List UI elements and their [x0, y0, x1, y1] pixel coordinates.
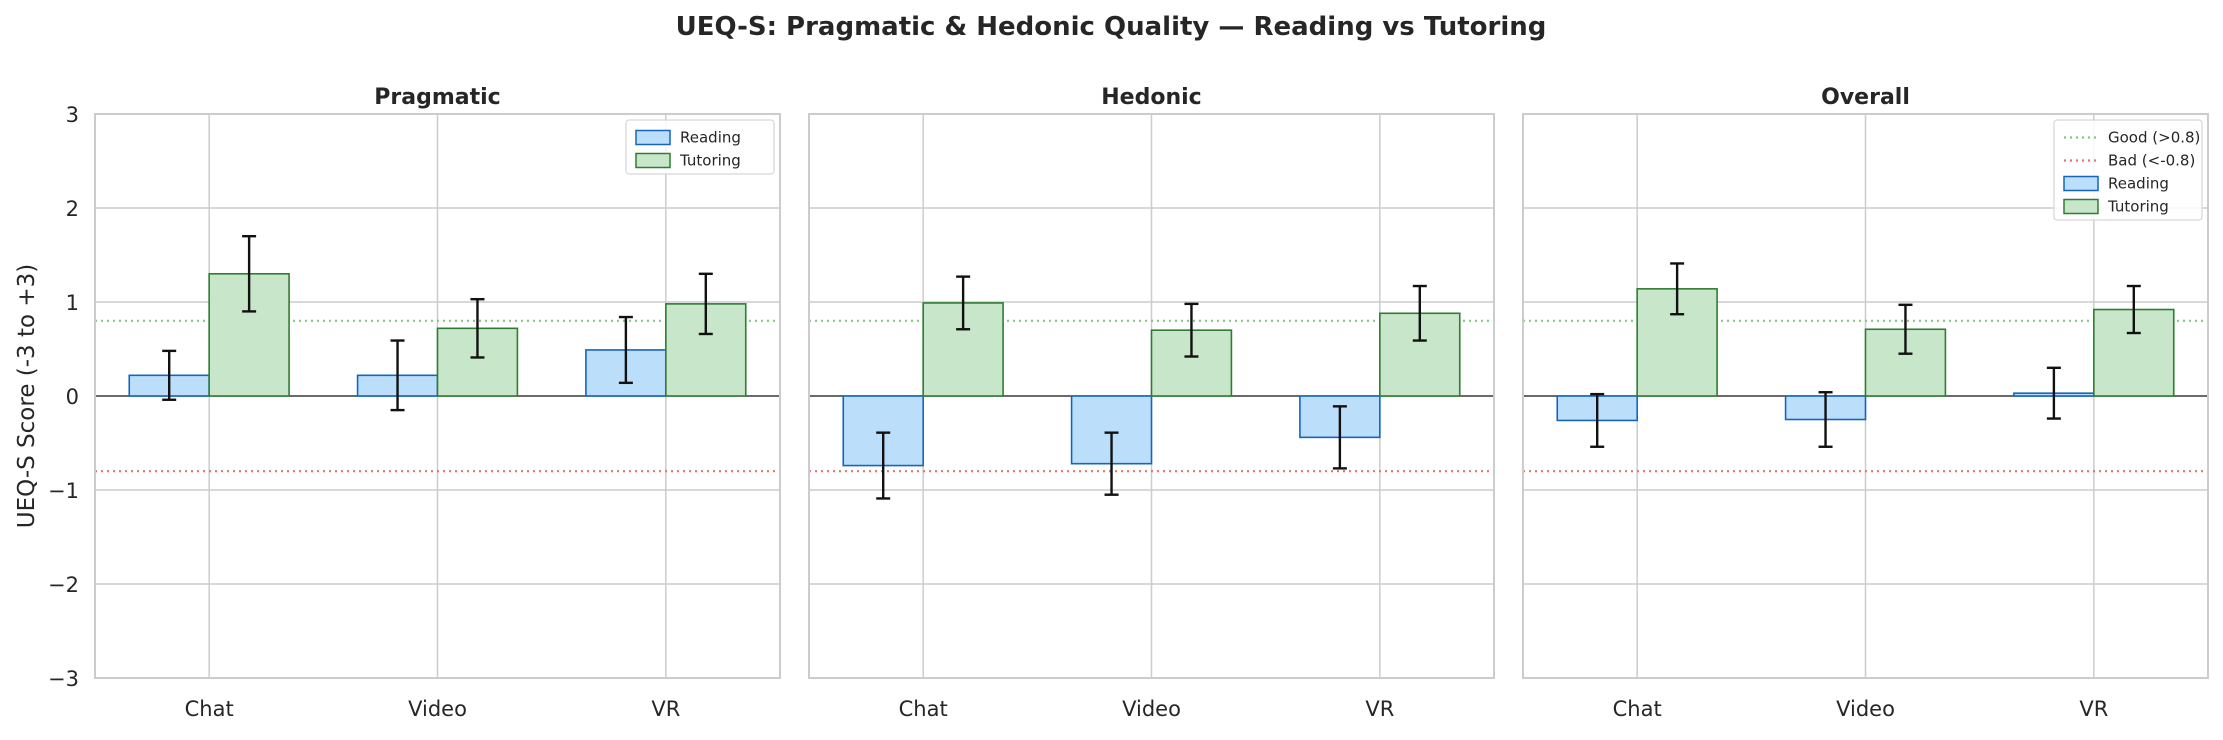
legend-label: Reading	[2108, 175, 2169, 193]
x-tick-label: Video	[1836, 697, 1895, 721]
panel-hedonic: Hedonic Chat Video VR	[808, 85, 1495, 721]
legend-tutoring-swatch	[635, 152, 671, 169]
error-bar-tutoring-video	[1898, 303, 1913, 355]
error-bar-tutoring-vr	[2126, 284, 2141, 335]
legend-reading-swatch	[635, 129, 671, 146]
axes-frame	[94, 113, 781, 679]
error-bar-reading-vr	[618, 315, 633, 385]
figure-title: UEQ-S: Pragmatic & Hedonic Quality — Rea…	[676, 12, 1547, 42]
legend-label: Tutoring	[679, 152, 741, 170]
axes-frame	[1522, 113, 2209, 679]
error-bar-reading-chat	[1590, 392, 1605, 448]
panel-title: Overall	[1821, 85, 1910, 110]
error-bar-reading-video	[1104, 431, 1119, 496]
y-tick-label: −1	[48, 479, 79, 503]
error-bar-reading-video	[1818, 391, 1833, 448]
y-tick-label: 1	[66, 291, 79, 315]
x-tick-label: VR	[2079, 697, 2108, 721]
panel-overall: Overall Chat Video VR Good (>0.8) Bad (<-0.8)…	[1522, 85, 2209, 721]
legend: Good (>0.8) Bad (<-0.8) Reading Tutoring	[2053, 119, 2203, 221]
panels: Pragmatic Chat Video VR −3 −2 −1 0 1 2 3 Reading Tut…	[48, 85, 2209, 721]
y-tick-label: −2	[48, 573, 79, 597]
legend-reading-swatch	[2063, 175, 2099, 192]
legend-label: Good (>0.8)	[2108, 129, 2200, 147]
legend-label: Bad (<-0.8)	[2108, 152, 2195, 170]
error-bar-tutoring-video	[1184, 302, 1199, 358]
x-tick-label: Chat	[1613, 697, 1662, 721]
error-bar-tutoring-chat	[956, 275, 971, 331]
error-bar-tutoring-video	[470, 297, 485, 359]
legend-label: Reading	[680, 129, 741, 147]
error-bar-tutoring-chat	[242, 234, 257, 313]
y-tick-label: 2	[66, 197, 79, 221]
panel-pragmatic: Pragmatic Chat Video VR −3 −2 −1 0 1 2 3 Reading Tut…	[48, 85, 781, 721]
legend-label: Tutoring	[2107, 198, 2169, 216]
x-tick-label: VR	[651, 697, 680, 721]
y-tick-label: −3	[48, 667, 79, 691]
error-bar-reading-video	[390, 339, 405, 412]
error-bar-reading-chat	[876, 431, 891, 500]
error-bar-reading-vr	[1332, 405, 1347, 470]
x-tick-label: Video	[408, 697, 467, 721]
error-bar-reading-chat	[162, 349, 177, 401]
legend: Reading Tutoring	[625, 119, 775, 175]
error-bar-tutoring-vr	[1412, 284, 1427, 342]
legend-tutoring-swatch	[2063, 198, 2099, 215]
x-tick-label: Chat	[185, 697, 234, 721]
axes-frame	[808, 113, 1495, 679]
error-bar-reading-vr	[2046, 366, 2061, 420]
x-tick-label: VR	[1365, 697, 1394, 721]
x-tick-label: Video	[1122, 697, 1181, 721]
y-tick-label: 0	[66, 385, 79, 409]
panel-title: Hedonic	[1101, 85, 1201, 110]
legend-box	[2053, 119, 2203, 221]
error-bar-tutoring-chat	[1670, 262, 1685, 316]
panel-title: Pragmatic	[374, 85, 500, 110]
x-tick-label: Chat	[899, 697, 948, 721]
y-axis-label: UEQ-S Score (-3 to +3)	[14, 264, 40, 529]
error-bar-tutoring-vr	[698, 272, 713, 336]
y-tick-label: 3	[66, 103, 79, 127]
